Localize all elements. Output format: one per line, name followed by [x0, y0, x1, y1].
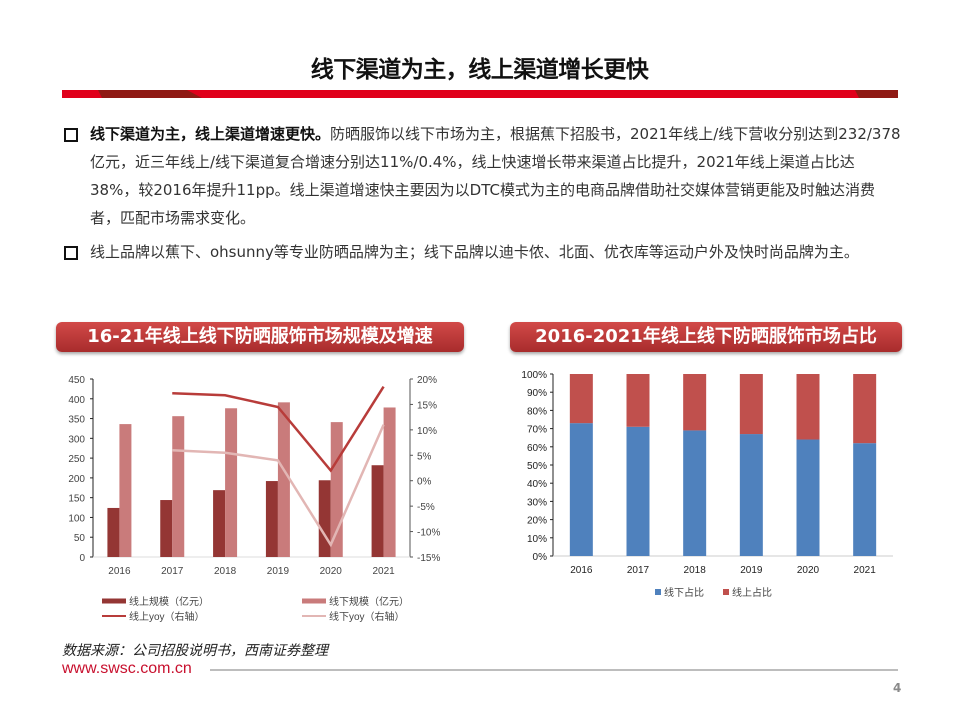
offline-size-bar	[119, 424, 132, 557]
offline-share-bar	[796, 439, 820, 556]
offline-share-bar	[853, 443, 877, 556]
online-share-bar	[626, 374, 650, 427]
y2-tick-label: 0%	[417, 477, 432, 488]
offline-share-bar	[626, 426, 650, 556]
x-tick-label: 2017	[627, 565, 650, 576]
online-size-bar	[318, 480, 331, 557]
offline-size-bar	[383, 407, 396, 557]
offline-size-bar	[225, 408, 238, 557]
y-tick-label: 0	[79, 553, 85, 564]
data-source-note: 数据来源：公司招股说明书，西南证券整理	[62, 643, 328, 659]
y-tick-label: 350	[68, 415, 85, 426]
y2-tick-label: -5%	[417, 502, 435, 513]
y-tick-label: 0%	[533, 552, 548, 563]
y-tick-label: 50	[74, 533, 86, 544]
y2-tick-label: 15%	[417, 400, 437, 411]
x-tick-label: 2021	[372, 566, 395, 577]
online-share-bar	[853, 374, 877, 444]
offline-share-bar	[569, 423, 593, 556]
x-tick-label: 2018	[684, 565, 707, 576]
y-tick-label: 30%	[527, 497, 547, 508]
x-tick-label: 2018	[214, 566, 237, 577]
bullet-bold-lead: 线下渠道为主，线上渠道增速更快。	[90, 125, 331, 143]
y-tick-label: 20%	[527, 516, 547, 527]
online-yoy-line	[172, 385, 385, 473]
bullet-text: 防晒服饰以线下市场为主，根据蕉下招股书，2021年线上/线下营收分别达到232/…	[90, 125, 901, 227]
bullet-text: 线上品牌以蕉下、ohsunny等专业防晒品牌为主；线下品牌以迪卡侬、北面、优衣库…	[90, 243, 859, 261]
page-number: 4	[893, 681, 902, 695]
legend-label: 线上占比	[732, 586, 772, 599]
legend-label: 线下yoy（右轴）	[329, 610, 405, 623]
legend-label: 线上规模（亿元）	[129, 595, 209, 608]
y-tick-label: 10%	[527, 534, 547, 545]
y-tick-label: 70%	[527, 425, 547, 436]
online-share-bar	[683, 374, 707, 431]
online-share-bar	[569, 374, 593, 424]
legend-label: 线上yoy（右轴）	[129, 610, 205, 623]
bullet-item: 线上品牌以蕉下、ohsunny等专业防晒品牌为主；线下品牌以迪卡侬、北面、优衣库…	[62, 238, 902, 266]
y-tick-label: 250	[68, 454, 85, 465]
y-tick-label: 400	[68, 395, 85, 406]
chart1-title: 16-21年线上线下防晒服饰市场规模及增速	[56, 322, 464, 352]
y-tick-label: 100	[68, 513, 85, 524]
y-tick-label: 60%	[527, 443, 547, 454]
y2-tick-label: -15%	[417, 553, 440, 564]
legend-swatch	[302, 598, 326, 604]
legend-swatch	[655, 589, 661, 595]
y-tick-label: 80%	[527, 406, 547, 417]
x-tick-label: 2019	[740, 565, 763, 576]
square-bullet-icon	[64, 128, 78, 142]
bullet-item: 线下渠道为主，线上渠道增速更快。防晒服饰以线下市场为主，根据蕉下招股书，2021…	[62, 120, 902, 232]
square-bullet-icon	[64, 246, 78, 260]
online-size-bar	[160, 500, 173, 557]
legend-swatch	[723, 589, 729, 595]
online-size-bar	[107, 507, 120, 557]
y-tick-label: 90%	[527, 388, 547, 399]
y-tick-label: 200	[68, 474, 85, 485]
chart2-title: 2016-2021年线上线下防晒服饰市场占比	[510, 322, 902, 352]
x-tick-label: 2020	[797, 565, 820, 576]
y-tick-label: 100%	[521, 370, 547, 381]
y2-tick-label: 10%	[417, 426, 437, 437]
y-tick-label: 450	[68, 375, 85, 386]
legend-label: 线下规模（亿元）	[329, 595, 409, 608]
market-share-chart: 0% 10% 20% 30% 40% 50% 60% 70% 80% 90% 100% 2016 201…	[521, 370, 893, 599]
offline-size-bar	[172, 416, 185, 557]
y-tick-label: 300	[68, 434, 85, 445]
y2-tick-label: 5%	[417, 451, 432, 462]
offline-size-bar	[330, 422, 343, 557]
offline-yoy-line	[172, 424, 385, 548]
x-tick-label: 2021	[854, 565, 877, 576]
offline-share-bar	[683, 430, 707, 556]
y2-tick-label: -10%	[417, 528, 440, 539]
legend-label: 线下占比	[664, 586, 704, 599]
x-tick-label: 2016	[570, 565, 593, 576]
page-title: 线下渠道为主，线上渠道增长更快	[310, 57, 649, 83]
footer-divider	[210, 669, 898, 671]
x-tick-label: 2017	[161, 566, 184, 577]
legend-swatch	[102, 598, 126, 604]
bullet-list: 线下渠道为主，线上渠道增速更快。防晒服饰以线下市场为主，根据蕉下招股书，2021…	[62, 120, 902, 272]
offline-size-bar	[277, 402, 290, 557]
online-share-bar	[739, 374, 763, 435]
market-size-chart: 0 50 100 150 200 250 300 350 400 450 -15% -10% -5% 0%…	[68, 375, 440, 623]
online-share-bar	[796, 374, 820, 440]
legend-swatch	[102, 615, 126, 617]
y2-tick-label: 20%	[417, 375, 437, 386]
y-tick-label: 40%	[527, 479, 547, 490]
offline-share-bar	[739, 434, 763, 556]
website-link[interactable]: www.swsc.com.cn	[62, 660, 192, 677]
title-underline-bar	[62, 90, 898, 98]
online-size-bar	[265, 481, 278, 557]
x-tick-label: 2016	[108, 566, 131, 577]
online-size-bar	[371, 465, 384, 557]
x-tick-label: 2019	[267, 566, 290, 577]
online-size-bar	[213, 490, 226, 557]
x-tick-label: 2020	[320, 566, 343, 577]
y-tick-label: 50%	[527, 461, 547, 472]
y-tick-label: 150	[68, 494, 85, 505]
legend-swatch	[302, 615, 326, 617]
